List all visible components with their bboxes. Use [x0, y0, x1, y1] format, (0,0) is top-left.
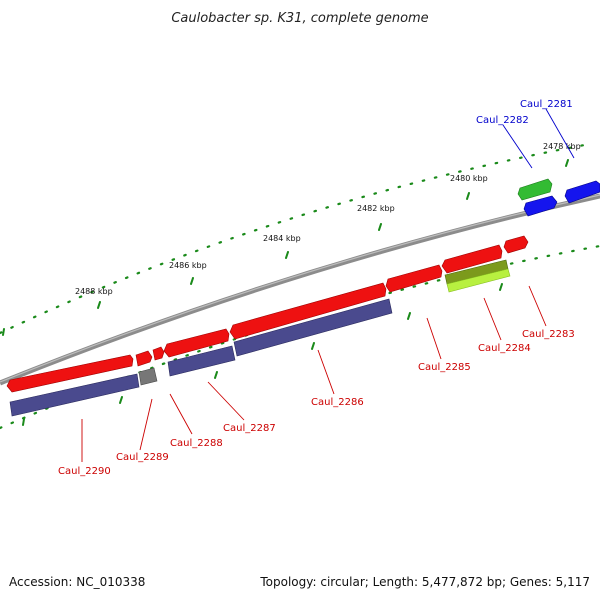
- gene-caul-2290-forward[interactable]: [6, 354, 134, 393]
- gene-caul-2288-cds[interactable]: [167, 345, 236, 377]
- major-tick-left: [2, 328, 5, 336]
- label-caul-2288[interactable]: Caul_2288: [170, 438, 223, 449]
- gene-caul-2284-cds-lime[interactable]: [446, 268, 511, 293]
- gene-caul-2286-cds[interactable]: [233, 298, 393, 357]
- major-tick-2486: [190, 277, 194, 285]
- inner-major-tick-5: [407, 312, 411, 320]
- leader-caul-2283: [528, 285, 547, 327]
- leader-caul-2287: [207, 381, 245, 421]
- label-caul-2287[interactable]: Caul_2287: [223, 423, 276, 434]
- gene-caul-2285-forward[interactable]: [385, 264, 443, 293]
- label-caul-2290[interactable]: Caul_2290: [58, 466, 111, 477]
- gene-caul-2286-forward[interactable]: [229, 282, 387, 340]
- tick-label-2478: 2478 kbp: [543, 142, 581, 151]
- gene-caul-2284-forward[interactable]: [441, 244, 503, 274]
- leader-caul-2288: [169, 393, 193, 435]
- label-caul-2281[interactable]: Caul_2281: [520, 99, 573, 110]
- gene-caul-2282-feature[interactable]: [517, 178, 553, 201]
- inner-major-tick-4: [311, 342, 315, 350]
- gene-caul-2283-forward[interactable]: [503, 235, 529, 254]
- forward-strand-genes: [6, 178, 600, 393]
- inner-tick-track: [0, 244, 600, 430]
- leader-caul-2281: [545, 108, 575, 159]
- inner-major-tick-3: [214, 371, 218, 379]
- topology-text: Topology: circular; Length: 5,477,872 bp…: [259, 575, 590, 589]
- major-tick-2488: [97, 301, 101, 309]
- genome-backbone-highlight: [0, 194, 600, 383]
- major-tick-2484: [285, 251, 289, 259]
- accession-text: Accession: NC_010338: [9, 575, 145, 589]
- tick-label-2488: 2488 kbp: [75, 287, 113, 296]
- major-tick-2480: [466, 192, 470, 200]
- gene-caul-2281-forward[interactable]: [564, 180, 600, 204]
- label-caul-2284[interactable]: Caul_2284: [478, 343, 531, 354]
- leader-caul-2286: [317, 349, 335, 395]
- gene-caul-2289-cds[interactable]: [138, 367, 158, 386]
- major-tick-2482: [378, 223, 382, 231]
- tick-label-2480: 2480 kbp: [450, 174, 488, 183]
- label-caul-2289[interactable]: Caul_2289: [116, 452, 169, 463]
- map-title: Caulobacter sp. K31, complete genome: [171, 11, 428, 26]
- gene-caul-2282-forward[interactable]: [523, 195, 558, 217]
- outer-tick-track: [0, 142, 592, 336]
- gene-caul-2289-forward[interactable]: [135, 350, 153, 367]
- tick-label-2482: 2482 kbp: [357, 204, 395, 213]
- leader-caul-2284: [483, 297, 502, 341]
- gene-caul-2290-cds[interactable]: [9, 373, 140, 417]
- tick-label-2484: 2484 kbp: [263, 234, 301, 243]
- tick-label-2486: 2486 kbp: [169, 261, 207, 270]
- label-caul-2283[interactable]: Caul_2283: [522, 329, 575, 340]
- leader-lines: [81, 108, 575, 462]
- inner-major-tick-1: [22, 418, 25, 426]
- inner-major-tick-6: [499, 283, 503, 291]
- major-tick-2478: [565, 159, 569, 167]
- label-caul-2285[interactable]: Caul_2285: [418, 362, 471, 373]
- leader-caul-2282: [502, 124, 533, 169]
- feature-strand-genes: [9, 259, 511, 417]
- gene-caul-2288-forward[interactable]: [152, 346, 165, 361]
- leader-caul-2289: [139, 398, 153, 451]
- label-caul-2286[interactable]: Caul_2286: [311, 397, 364, 408]
- label-caul-2282[interactable]: Caul_2282: [476, 115, 529, 126]
- outer-tick-dots: [0, 142, 592, 335]
- inner-major-tick-2: [119, 396, 123, 404]
- genome-backbone: [0, 193, 600, 386]
- leader-caul-2285: [426, 317, 442, 360]
- gene-caul-2287-forward[interactable]: [163, 328, 230, 358]
